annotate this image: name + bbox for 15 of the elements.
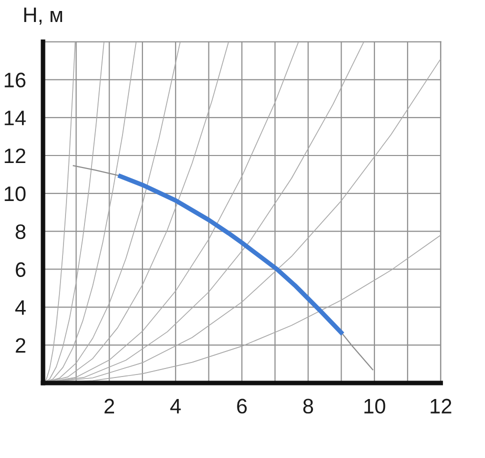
x-tick-label: 6 [237, 398, 247, 414]
y-tick-label: 10 [4, 186, 26, 202]
y-tick-label: 2 [16, 338, 26, 353]
y-tick-label: 16 [4, 72, 26, 88]
y-tick-label: 6 [16, 262, 26, 277]
y-tick-label: 4 [15, 300, 26, 315]
y-axis-title: H, м [24, 8, 62, 25]
x-tick-label: 2 [104, 398, 114, 414]
x-tick-label: 10 [364, 398, 386, 414]
x-tick-label: 4 [170, 399, 181, 414]
y-tick-label: 12 [4, 148, 26, 164]
y-tick-label: 14 [4, 110, 26, 126]
x-tick-label: 12 [430, 398, 452, 414]
x-tick-label: 8 [303, 398, 314, 414]
y-tick-label: 8 [16, 224, 26, 240]
